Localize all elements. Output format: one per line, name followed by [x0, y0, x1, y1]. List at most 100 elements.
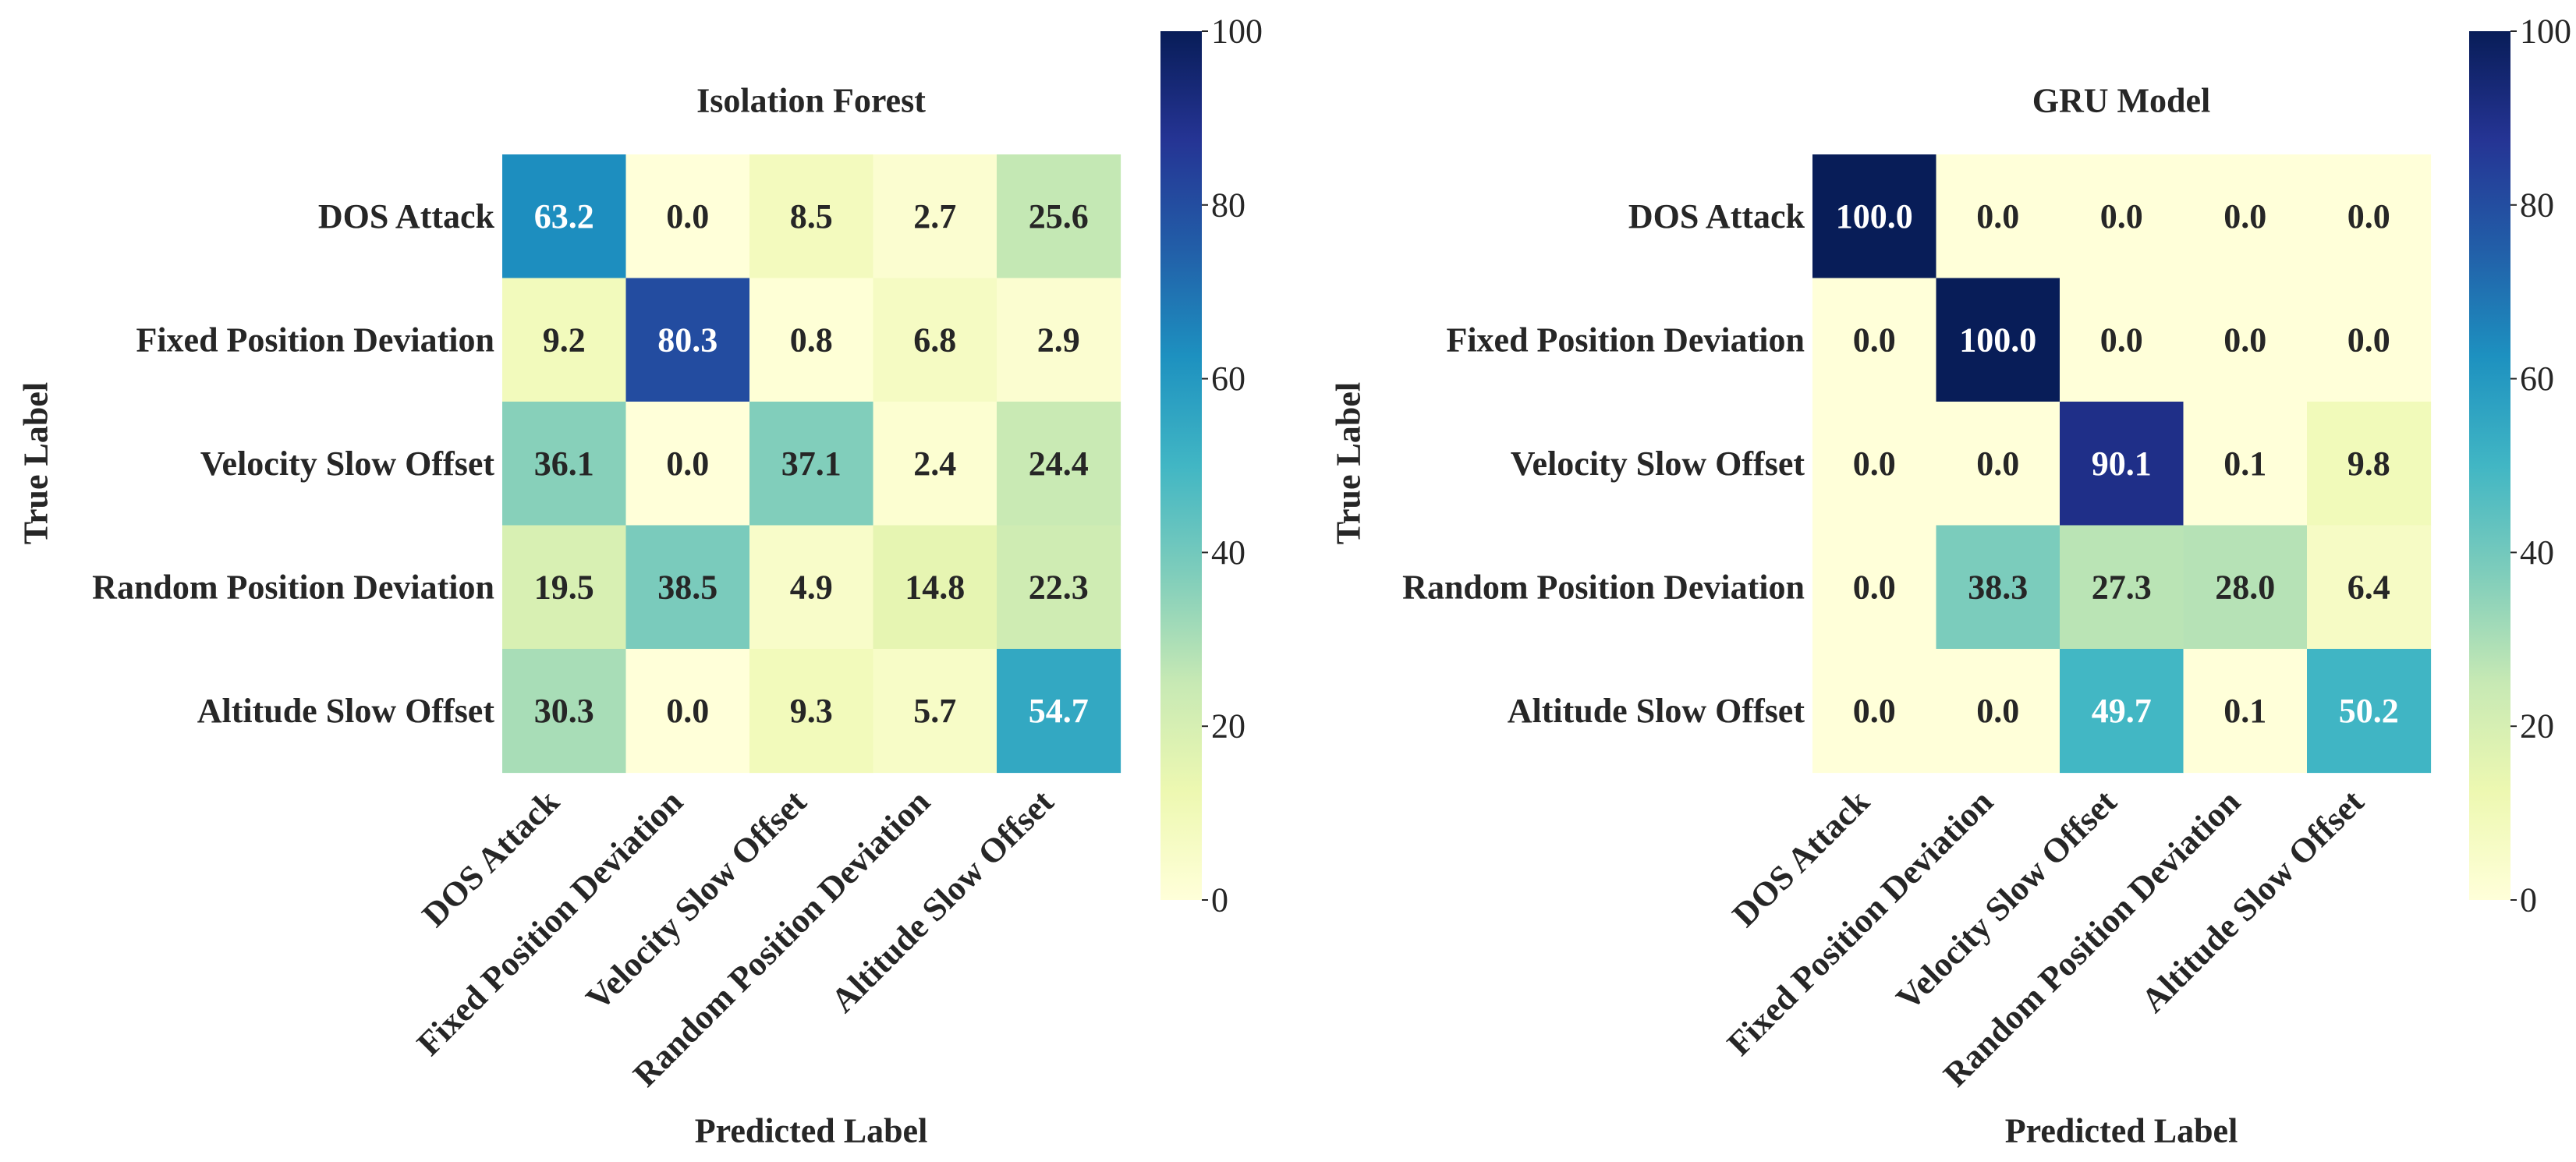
- x-tick-label: Altitude Slow Offset: [2134, 782, 2372, 1020]
- heatmap-cell: [1812, 402, 1937, 526]
- heatmap-cell: [997, 154, 1121, 279]
- cell-value-label: 0.0: [2347, 321, 2390, 359]
- heatmap-cell: [2060, 154, 2184, 279]
- colorbar-tick-label: 60: [1211, 360, 1245, 398]
- heatmap-cell: [625, 525, 750, 650]
- y-tick-label: Altitude Slow Offset: [1508, 692, 1805, 730]
- heatmap-cell: [1812, 649, 1937, 774]
- cell-value-label: 6.8: [913, 321, 956, 359]
- cell-value-label: 54.7: [1029, 692, 1089, 730]
- cell-value-label: 63.2: [534, 197, 594, 236]
- colorbar-tick-label: 40: [2520, 533, 2554, 572]
- heatmap-cell: [749, 525, 874, 650]
- cell-value-label: 5.7: [913, 692, 956, 730]
- cell-value-label: 4.9: [790, 568, 833, 606]
- heatmap-cell: [749, 402, 874, 526]
- heatmap-cell: [1812, 525, 1937, 650]
- heatmap-cell: [2183, 525, 2308, 650]
- colorbar-tick-label: 100: [1211, 12, 1263, 51]
- colorbar-tick-label: 40: [1211, 533, 1245, 572]
- cell-value-label: 0.0: [2100, 321, 2143, 359]
- cell-value-label: 0.8: [790, 321, 833, 359]
- cell-value-label: 0.0: [1976, 445, 2019, 483]
- y-tick-label: Altitude Slow Offset: [197, 692, 495, 730]
- y-tick-label: Fixed Position Deviation: [1446, 321, 1805, 359]
- cell-value-label: 9.8: [2347, 445, 2390, 483]
- cell-value-label: 0.1: [2223, 692, 2266, 730]
- colorbar-tick-label: 20: [1211, 707, 1245, 746]
- heatmap-cell: [2307, 649, 2432, 774]
- cell-value-label: 0.0: [1853, 445, 1896, 483]
- y-tick-label: Velocity Slow Offset: [200, 445, 495, 483]
- y-tick-label: Fixed Position Deviation: [136, 321, 494, 359]
- cell-value-label: 8.5: [790, 197, 833, 236]
- heatmap-cell: [997, 278, 1121, 402]
- cell-value-label: 0.0: [666, 692, 709, 730]
- heatmap-cell: [749, 154, 874, 279]
- cell-value-label: 0.0: [1976, 692, 2019, 730]
- colorbar-tick-label: 80: [1211, 186, 1245, 224]
- heatmap-cell: [873, 402, 997, 526]
- heatmap-cell: [625, 154, 750, 279]
- cell-value-label: 0.0: [2223, 197, 2266, 236]
- cell-value-label: 28.0: [2215, 568, 2275, 606]
- heatmap-cell: [502, 154, 627, 279]
- heatmap-cell: [502, 649, 627, 774]
- cell-value-label: 0.0: [1976, 197, 2019, 236]
- heatmap-cell: [625, 402, 750, 526]
- x-axis-label: Predicted Label: [695, 1112, 928, 1150]
- cell-value-label: 22.3: [1029, 568, 1089, 606]
- heatmap-cell: [1812, 154, 1937, 279]
- heatmap-cell: [2307, 525, 2432, 650]
- heatmap-cell: [625, 649, 750, 774]
- heatmap-cell: [502, 402, 627, 526]
- cell-value-label: 24.4: [1029, 445, 1089, 483]
- cell-value-label: 9.3: [790, 692, 833, 730]
- y-tick-labels: DOS Attack Fixed Position Deviation Veloci…: [1402, 197, 1805, 730]
- x-axis-label: Predicted Label: [2005, 1112, 2238, 1150]
- cell-value-label: 100.0: [1959, 321, 2036, 359]
- heatmap-cell: [873, 525, 997, 650]
- heatmap-cell: [625, 278, 750, 402]
- x-tick-label: Velocity Slow Offset: [1889, 782, 2124, 1018]
- heatmap-cell: [2307, 278, 2432, 402]
- colorbar-gradient: [2469, 31, 2510, 900]
- cell-value-label: 0.0: [2223, 321, 2266, 359]
- heatmap-cell: [2183, 649, 2308, 774]
- cell-value-label: 0.0: [1853, 321, 1896, 359]
- cell-value-label: 90.1: [2092, 445, 2152, 483]
- y-tick-label: DOS Attack: [318, 197, 495, 236]
- heatmap-cell: [2307, 154, 2432, 279]
- cell-value-label: 0.1: [2223, 445, 2266, 483]
- y-axis-label: True Label: [1330, 382, 1368, 544]
- colorbar-tick-label: 0: [2520, 881, 2537, 919]
- colorbar: 0 20 40 60 80 100: [2469, 12, 2571, 919]
- colorbar: 0 20 40 60 80 100: [1160, 12, 1263, 919]
- y-tick-label: Random Position Deviation: [92, 568, 494, 606]
- y-tick-label: Velocity Slow Offset: [1511, 445, 1805, 483]
- heatmap-cells: 100.0 0.0 0.0 0.0 0.0 0.0 100.0 0.0 0.0 0.0 0.0 0.0…: [1812, 154, 2432, 774]
- heatmap-cell: [2183, 154, 2308, 279]
- x-tick-label: Altitude Slow Offset: [824, 782, 1061, 1020]
- heatmap-panel-isolation-forest: Isolation Forest True Label Predicted La…: [17, 12, 1263, 1150]
- colorbar-tick-label: 0: [1211, 881, 1228, 919]
- y-tick-label: Random Position Deviation: [1402, 568, 1805, 606]
- cell-value-label: 0.0: [2347, 197, 2390, 236]
- heatmap-cell: [749, 278, 874, 402]
- x-tick-label: Velocity Slow Offset: [579, 782, 814, 1018]
- colorbar-tick-label: 100: [2520, 12, 2571, 51]
- cell-value-label: 27.3: [2092, 568, 2152, 606]
- heatmap-cell: [2183, 402, 2308, 526]
- heatmap-panel-gru-model: GRU Model True Label Predicted Label 100…: [1330, 12, 2572, 1150]
- chart-title: Isolation Forest: [696, 82, 926, 120]
- colorbar-tick-label: 80: [2520, 186, 2554, 224]
- heatmap-cell: [1936, 525, 2060, 650]
- cell-value-label: 9.2: [543, 321, 586, 359]
- heatmap-cell: [873, 649, 997, 774]
- heatmap-cell: [502, 278, 627, 402]
- heatmap-cell: [2060, 278, 2184, 402]
- cell-value-label: 38.3: [1968, 568, 2028, 606]
- cell-value-label: 49.7: [2092, 692, 2152, 730]
- cell-value-label: 6.4: [2347, 568, 2390, 606]
